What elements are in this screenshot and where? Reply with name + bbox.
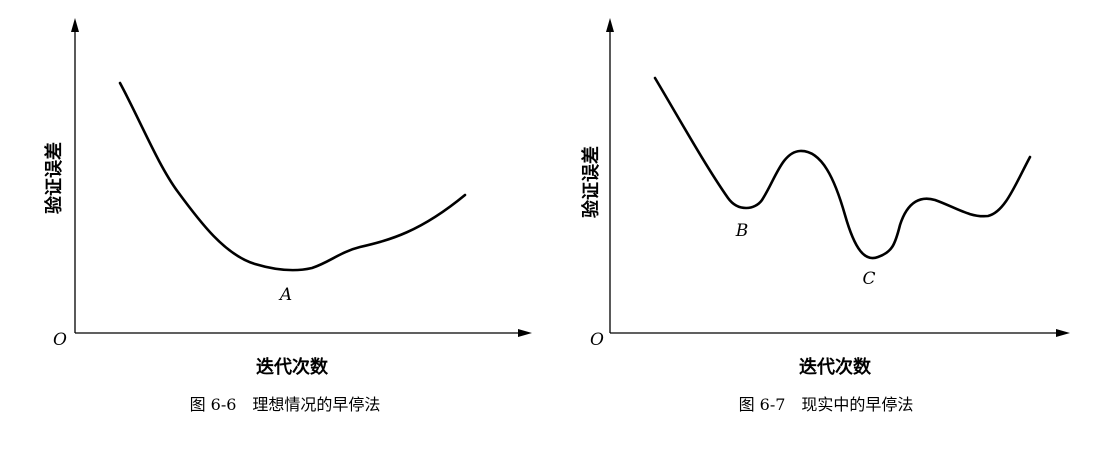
error-curve [653, 76, 1032, 260]
x-axis-label: 迭代次数 [799, 356, 872, 378]
x-arrow [518, 329, 532, 337]
caption: 图 6-6 理想情况的早停法 [190, 395, 381, 414]
origin-label: O [53, 330, 67, 350]
point-label: B [735, 221, 749, 241]
x-axis-label: 迭代次数 [256, 356, 329, 378]
point-label: C [862, 269, 875, 289]
y-arrow [606, 18, 614, 32]
caption: 图 6-7 现实中的早停法 [739, 395, 914, 414]
error-curve [118, 81, 467, 272]
figure-left: O 验证误差 A 迭代次数 图 6-6 理想情况的早停法 [43, 18, 532, 414]
x-arrow [1056, 329, 1070, 337]
y-axis-label: 验证误差 [43, 142, 65, 214]
y-arrow [71, 18, 79, 32]
y-axis-label: 验证误差 [580, 146, 602, 218]
origin-label: O [590, 330, 604, 350]
point-label: A [278, 285, 292, 305]
figure-right: O 验证误差 B C 迭代次数 图 6-7 现实中的早停法 [580, 18, 1070, 414]
